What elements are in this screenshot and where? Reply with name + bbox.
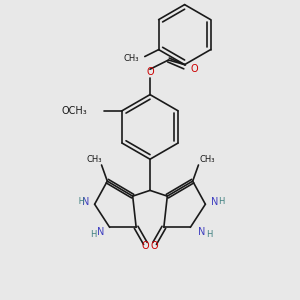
Text: O: O	[151, 241, 158, 251]
Text: N: N	[82, 197, 89, 207]
Text: O: O	[142, 241, 149, 251]
Text: O: O	[146, 67, 154, 76]
Text: H: H	[206, 230, 212, 239]
Text: CH₃: CH₃	[200, 155, 215, 164]
Text: CH₃: CH₃	[87, 155, 102, 164]
Text: N: N	[211, 197, 218, 207]
Text: N: N	[97, 227, 104, 237]
Text: N: N	[198, 227, 206, 237]
Text: CH₃: CH₃	[123, 54, 139, 63]
Text: O: O	[190, 64, 198, 74]
Text: H: H	[76, 197, 85, 206]
Text: H: H	[218, 197, 225, 206]
Text: H: H	[90, 230, 97, 239]
Text: OCH₃: OCH₃	[62, 106, 87, 116]
